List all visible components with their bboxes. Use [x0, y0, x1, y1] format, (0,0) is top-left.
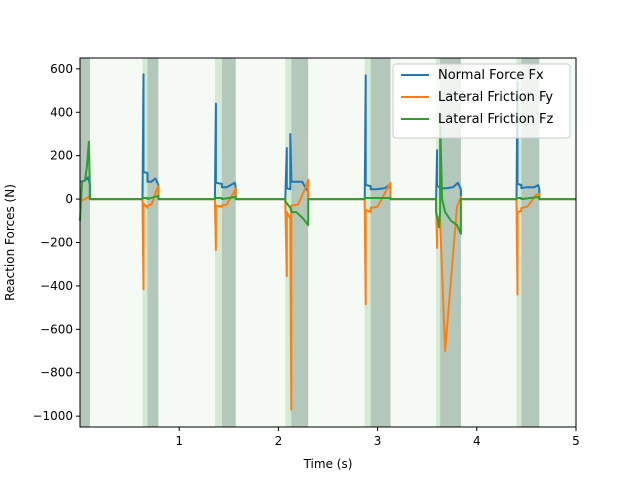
legend-label: Lateral Friction Fy	[438, 90, 553, 105]
stance-band-light	[214, 58, 222, 427]
legend: Normal Force Fx Lateral Friction Fy Latera…	[392, 63, 571, 139]
y-tick-label: 0	[65, 192, 73, 206]
stance-band-light	[364, 58, 371, 427]
series-layer	[79, 73, 576, 411]
stance-band-dark	[291, 58, 309, 427]
stance-band-dark	[521, 58, 540, 427]
y-tick-label: −600	[40, 322, 73, 336]
y-tick-label: −800	[40, 366, 73, 380]
x-tick-label: 5	[572, 434, 580, 448]
y-tick-label: −400	[40, 279, 73, 293]
stance-band-light	[516, 58, 522, 427]
y-tick-label: −200	[40, 236, 73, 250]
stance-band-light	[142, 58, 148, 427]
legend-label: Normal Force Fx	[438, 68, 544, 83]
stance-band-dark	[147, 58, 159, 427]
y-tick-label: −1000	[32, 409, 73, 423]
stance-band-dark	[370, 58, 391, 427]
y-tick-label: 200	[50, 149, 73, 163]
y-axis-ticks: 600 400 200 0 −200 −400 −600 −800 −1000	[32, 62, 80, 423]
y-tick-label: 600	[50, 62, 73, 76]
x-tick-label: 3	[374, 434, 382, 448]
y-tick-label: 400	[50, 105, 73, 119]
stance-band-light	[285, 58, 292, 427]
x-tick-label: 4	[473, 434, 481, 448]
stance-band-dark	[80, 58, 90, 427]
stance-band-dark	[221, 58, 236, 427]
series-line-lateral-friction-fz	[79, 117, 576, 235]
stance-band-light	[436, 58, 441, 427]
x-tick-label: 1	[175, 434, 183, 448]
x-tick-label: 2	[275, 434, 283, 448]
x-axis-ticks: 1 2 3 4 5	[175, 427, 580, 448]
stance-shading	[80, 58, 540, 427]
x-axis-label: Time (s)	[303, 457, 353, 471]
y-axis-label: Reaction Forces (N)	[3, 184, 17, 301]
legend-box	[392, 63, 571, 139]
legend-label: Lateral Friction Fz	[438, 112, 554, 127]
